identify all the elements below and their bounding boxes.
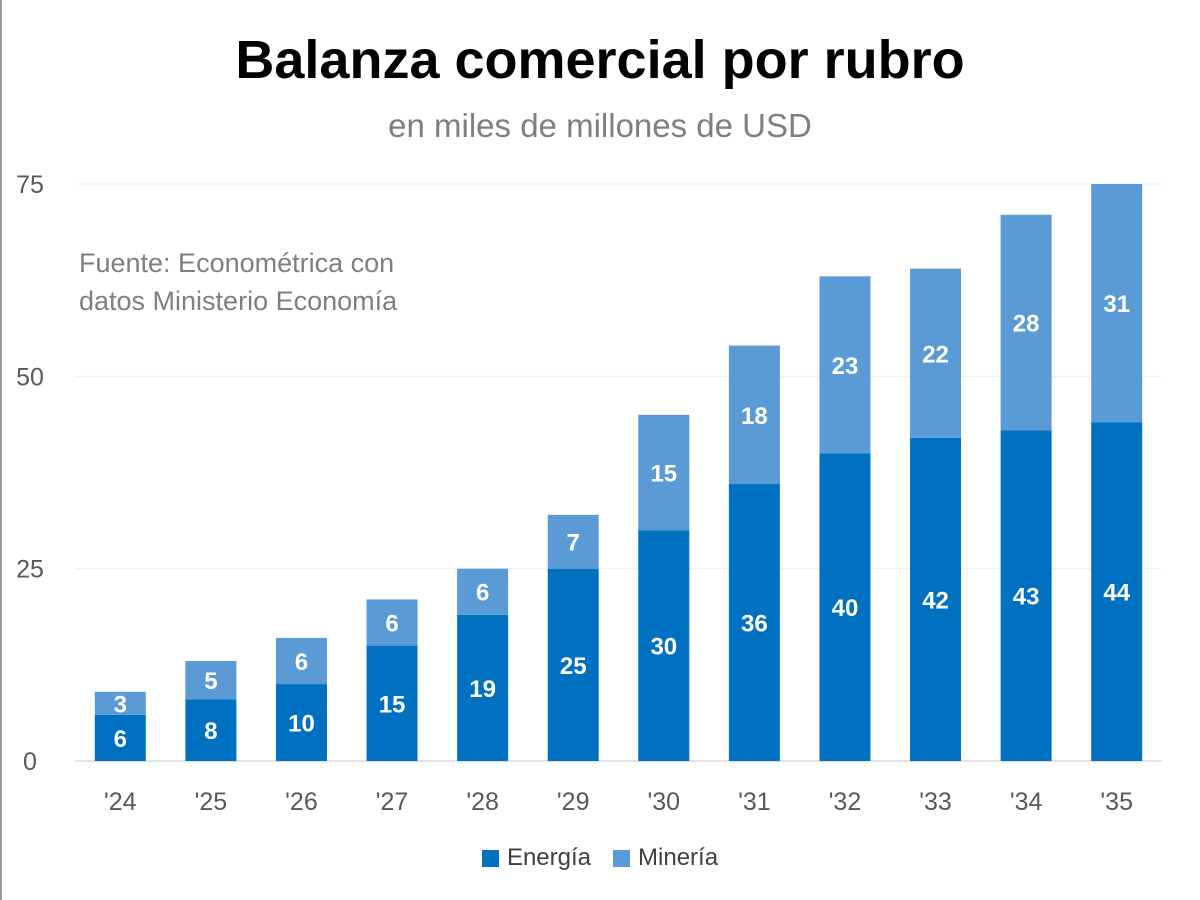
x-tick-label: '24 — [104, 788, 137, 816]
data-label-mineria: 3 — [114, 691, 127, 718]
bar-energia — [638, 530, 690, 761]
data-label-mineria: 28 — [1013, 310, 1040, 337]
data-label-energia: 19 — [469, 676, 496, 703]
x-tick-label: '35 — [1100, 788, 1133, 816]
data-label-energia: 42 — [922, 587, 949, 614]
x-tick-label: '34 — [1010, 788, 1043, 816]
legend-label-mineria: Minería — [638, 844, 719, 871]
bar-mineria — [638, 414, 690, 531]
data-label-energia: 40 — [832, 595, 859, 622]
x-tick-label: '27 — [376, 788, 409, 816]
source-line-1: Fuente: Econométrica con — [79, 248, 395, 278]
bar-mineria — [728, 345, 780, 485]
legend-item-energia[interactable]: Energía — [481, 844, 592, 872]
y-tick-label: 50 — [16, 363, 44, 391]
y-tick-label: 75 — [16, 171, 44, 199]
bar-mineria — [457, 568, 509, 615]
bar-mineria — [366, 599, 418, 646]
bar-mineria — [819, 276, 871, 454]
y-tick-label: 0 — [23, 748, 37, 776]
bar-energia — [910, 437, 962, 761]
data-label-mineria: 15 — [650, 461, 677, 488]
x-tick-label: '25 — [195, 788, 228, 816]
bar-energia — [1000, 430, 1052, 761]
data-label-mineria: 31 — [1103, 291, 1130, 318]
data-label-energia: 6 — [114, 726, 127, 753]
chart-title: Balanza comercial por rubro — [235, 30, 965, 90]
x-tick-label: '26 — [285, 788, 318, 816]
x-tick-label: '33 — [919, 788, 952, 816]
x-tick-label: '32 — [829, 788, 862, 816]
data-label-mineria: 6 — [295, 649, 308, 676]
legend: Energía Minería — [0, 840, 1200, 876]
bar-mineria — [94, 691, 146, 715]
x-tick-label: '31 — [738, 788, 771, 816]
x-tick-label: '30 — [647, 788, 680, 816]
data-label-energia: 25 — [560, 653, 587, 680]
bar-energia — [275, 684, 327, 761]
data-label-mineria: 18 — [741, 403, 768, 430]
bar-energia — [366, 645, 418, 761]
data-label-mineria: 23 — [832, 353, 859, 380]
data-label-mineria: 22 — [922, 341, 949, 368]
data-label-mineria: 7 — [567, 530, 580, 557]
bar-mineria — [547, 514, 599, 569]
y-tick-label: 25 — [16, 556, 44, 584]
bar-mineria — [185, 660, 237, 700]
legend-swatch-mineria — [613, 849, 631, 867]
source-annotation: Fuente: Econométrica con datos Ministeri… — [79, 244, 397, 320]
bar-energia — [185, 699, 237, 761]
bar-energia — [1091, 422, 1143, 761]
bar-mineria — [1091, 184, 1143, 423]
bar-mineria — [275, 637, 327, 685]
chart-subtitle: en miles de millones de USD — [388, 107, 812, 144]
legend-swatch-energia — [481, 849, 499, 867]
data-label-energia: 30 — [650, 634, 677, 661]
data-label-energia: 10 — [288, 711, 315, 738]
data-label-energia: 36 — [741, 611, 768, 638]
bar-energia — [94, 714, 146, 761]
source-line-2: datos Ministerio Economía — [79, 286, 398, 316]
bar-energia — [547, 568, 599, 761]
legend-item-mineria[interactable]: Minería — [613, 844, 718, 872]
data-label-mineria: 5 — [204, 668, 217, 695]
data-label-energia: 43 — [1013, 584, 1040, 611]
bar-mineria — [910, 268, 962, 438]
bar-energia — [728, 484, 780, 761]
legend-label-energia: Energía — [506, 844, 592, 871]
bar-energia — [457, 614, 509, 761]
bar-energia — [819, 453, 871, 761]
x-tick-label: '28 — [466, 788, 499, 816]
bar-mineria — [1000, 214, 1052, 431]
data-label-mineria: 6 — [476, 580, 489, 607]
x-tick-label: '29 — [557, 788, 590, 816]
data-label-mineria: 6 — [385, 611, 398, 638]
data-label-energia: 15 — [379, 691, 406, 718]
data-label-energia: 8 — [204, 718, 217, 745]
left-border — [0, 0, 2, 900]
data-label-energia: 44 — [1103, 580, 1130, 607]
